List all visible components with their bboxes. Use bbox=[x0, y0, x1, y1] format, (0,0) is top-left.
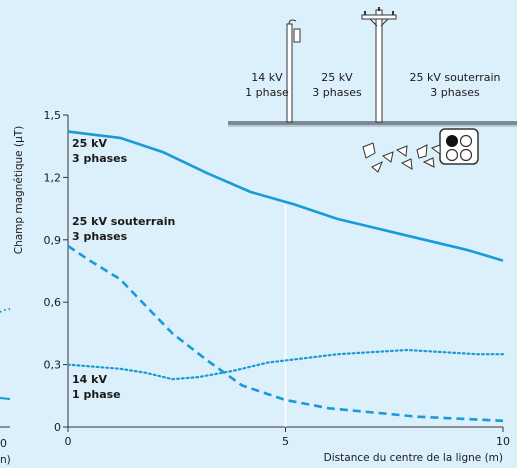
pole-14kv-icon bbox=[286, 19, 301, 123]
y-tick-label: 0,6 bbox=[44, 296, 62, 309]
series-line-dotted bbox=[66, 348, 505, 381]
series-line-solid bbox=[67, 130, 504, 262]
label-25kv-line2: 3 phases bbox=[312, 86, 362, 99]
left-fragment-axis-label: n) bbox=[0, 454, 11, 466]
series-line-dashed bbox=[67, 244, 504, 423]
left-fragment-solid-line bbox=[0, 397, 11, 400]
y-tick-label: 0,9 bbox=[44, 234, 62, 247]
series-label-underground-line1: 25 kV souterrain bbox=[72, 215, 175, 228]
y-tick-label: 1,5 bbox=[44, 109, 62, 122]
y-axis-title: Champ magnétique (μT) bbox=[13, 126, 25, 255]
label-14kv-line2: 1 phase bbox=[245, 86, 289, 99]
y-ticks: 0 0,3 0,6 0,9 1,2 1,5 bbox=[44, 109, 68, 434]
ground-line bbox=[228, 121, 517, 125]
series-label-25kv-line2: 3 phases bbox=[72, 152, 128, 165]
x-axis-title: Distance du centre de la ligne (m) bbox=[324, 452, 503, 464]
x-tick-label: 5 bbox=[282, 435, 289, 448]
x-tick-label: 0 bbox=[65, 435, 72, 448]
underground-cable-icon bbox=[439, 128, 479, 165]
series-label-14kv-line1: 14 kV bbox=[72, 373, 107, 386]
left-fragment-dotted-line bbox=[0, 308, 11, 313]
label-14kv-line1: 14 kV bbox=[251, 71, 283, 84]
y-tick-label: 0 bbox=[54, 421, 61, 434]
series-label-25kv-line1: 25 kV bbox=[72, 137, 107, 150]
series-lines bbox=[66, 130, 505, 423]
label-25kv-line1: 25 kV bbox=[321, 71, 353, 84]
left-panel-fragment: 0 n) bbox=[0, 308, 11, 466]
gravel-icon bbox=[362, 142, 441, 173]
ground-shadow bbox=[228, 125, 517, 127]
x-tick-label: 10 bbox=[496, 435, 510, 448]
left-fragment-tick-zero: 0 bbox=[0, 437, 7, 450]
power-line-illustration: 14 kV 1 phase 25 kV 3 phases 25 kV soute… bbox=[228, 7, 517, 173]
series-label-14kv-line2: 1 phase bbox=[72, 388, 121, 401]
x-ticks: 0 5 10 bbox=[65, 427, 510, 448]
series-label-underground-line2: 3 phases bbox=[72, 230, 128, 243]
label-25kv-underground-line1: 25 kV souterrain bbox=[409, 71, 500, 84]
y-tick-label: 1,2 bbox=[44, 171, 62, 184]
label-25kv-underground-line2: 3 phases bbox=[430, 86, 480, 99]
pole-25kv-icon bbox=[361, 7, 397, 123]
y-tick-label: 0,3 bbox=[44, 359, 62, 372]
